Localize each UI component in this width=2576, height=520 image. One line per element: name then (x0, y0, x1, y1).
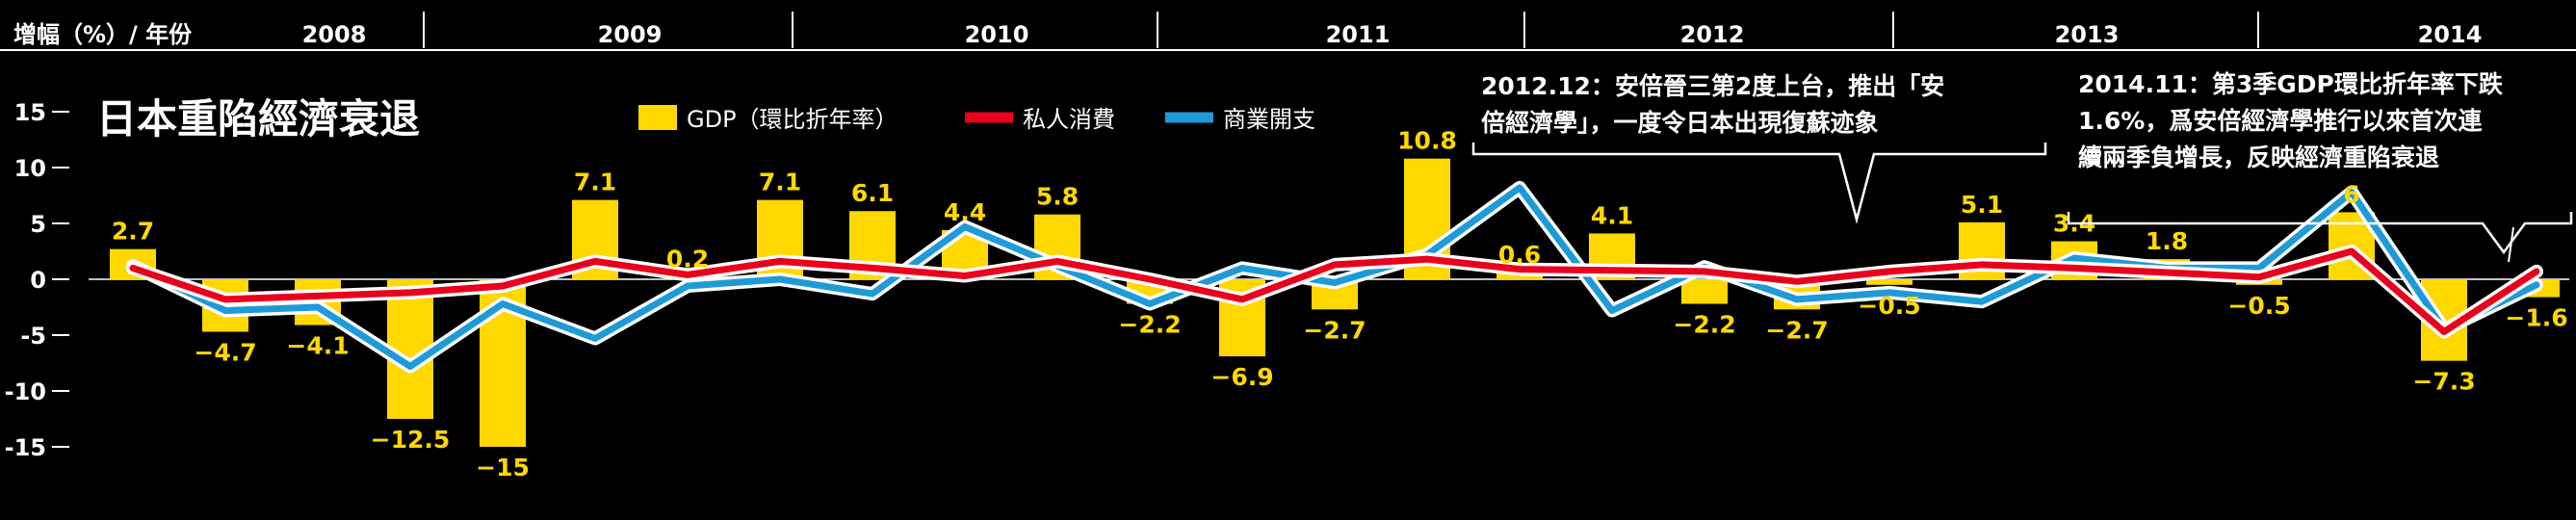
gdp-data-label: −1.6 (2505, 304, 2567, 332)
year-label: 2014 (2418, 21, 2483, 48)
gdp-data-label: −15 (476, 454, 530, 481)
legend-label-gdp: GDP（環比折年率） (687, 106, 898, 133)
gdp-data-label: 0.6 (1498, 241, 1541, 269)
gdp-data-label: −4.7 (194, 339, 256, 367)
axis-header: 增幅（%）/ 年份 (13, 21, 193, 48)
gdp-data-label: 6 (2343, 180, 2359, 208)
gdp-data-label: 4.1 (1591, 201, 1633, 229)
year-label: 2012 (1680, 21, 1745, 48)
annotation-text: 2014.11：第3季GDP環比折年率下跌 (2078, 70, 2503, 98)
annotation-text: 倍經濟學」，一度令日本出現復蘇迹象 (1481, 109, 1879, 137)
gdp-data-label: −7.3 (2412, 368, 2475, 396)
annotation-text: 2012.12：安倍晉三第2度上台，推出「安 (1481, 72, 1944, 100)
gdp-data-label: 7.1 (574, 169, 616, 196)
gdp-data-label: 7.1 (759, 169, 801, 196)
y-tick-label: 0 (30, 267, 46, 294)
gdp-data-label: −0.5 (2227, 292, 2290, 320)
gdp-data-label: 2.7 (112, 218, 154, 246)
gdp-bar (1681, 279, 1728, 304)
gdp-data-label: −4.1 (286, 332, 349, 360)
gdp-data-label: −12.5 (371, 426, 451, 454)
consumption-line (129, 247, 2540, 335)
y-tick-label: 10 (14, 155, 46, 182)
gdp-data-labels: 2.7 −4.7 −4.1 −12.5 −15 7.1 0.2 7.1 6.1 4.4 5.8 −2.… (112, 127, 2568, 481)
y-tick-label: -5 (20, 323, 46, 350)
year-label: 2013 (2055, 21, 2120, 48)
gdp-data-label: 10.8 (1397, 127, 1457, 155)
gdp-data-label: 5.1 (1961, 191, 2003, 219)
gdp-data-label: 4.4 (944, 198, 986, 226)
y-tick-label: 5 (30, 211, 46, 238)
annotation-text: 續兩季負增長，反映經濟重陷衰退 (2078, 143, 2439, 171)
legend-label-consumption: 私人消費 (1023, 106, 1115, 133)
gdp-bars (110, 158, 2560, 447)
year-label: 2008 (302, 21, 367, 48)
year-label: 2010 (965, 21, 1029, 48)
gdp-data-label: −2.7 (1303, 316, 1366, 344)
gdp-data-label: 5.8 (1036, 183, 1079, 211)
gdp-data-label: −0.5 (1858, 292, 1920, 320)
gdp-data-label: 0.2 (666, 246, 709, 273)
annotation-text: 1.6%，爲安倍經濟學推行以來首次連 (2078, 107, 2483, 135)
gdp-data-label: 1.8 (2146, 227, 2188, 255)
gdp-data-label: −2.7 (1765, 316, 1828, 344)
annotation-pointer (2508, 226, 2514, 263)
y-axis: 15 10 5 0 -5 -10 -15 (5, 99, 69, 461)
year-label: 2011 (1326, 21, 1391, 48)
series-lines (126, 180, 2543, 374)
year-axis: 2008 2009 2010 2011 2012 2013 2014 (302, 12, 2483, 48)
gdp-data-label: −6.9 (1210, 363, 1273, 391)
legend: GDP（環比折年率） 私人消費 商業開支 (638, 105, 1315, 133)
gdp-data-label: −2.2 (1673, 311, 1735, 339)
gdp-data-label: 6.1 (851, 179, 894, 207)
y-tick-label: -10 (5, 378, 46, 405)
annotation-bracket (1471, 143, 2047, 224)
annotation-bracket (2067, 212, 2573, 255)
y-tick-label: -15 (5, 434, 46, 461)
legend-label-capex: 商業開支 (1223, 106, 1315, 133)
year-label: 2009 (598, 21, 663, 48)
y-tick-label: 15 (14, 99, 46, 126)
annotations: 2012.12：安倍晉三第2度上台，推出「安倍經濟學」，一度令日本出現復蘇迹象 2… (1471, 70, 2573, 263)
gdp-bar (1866, 279, 1912, 285)
legend-swatch-gdp (638, 105, 677, 130)
chart-title: 日本重陷經濟衰退 (96, 95, 420, 143)
gdp-data-label: −2.2 (1118, 311, 1181, 339)
